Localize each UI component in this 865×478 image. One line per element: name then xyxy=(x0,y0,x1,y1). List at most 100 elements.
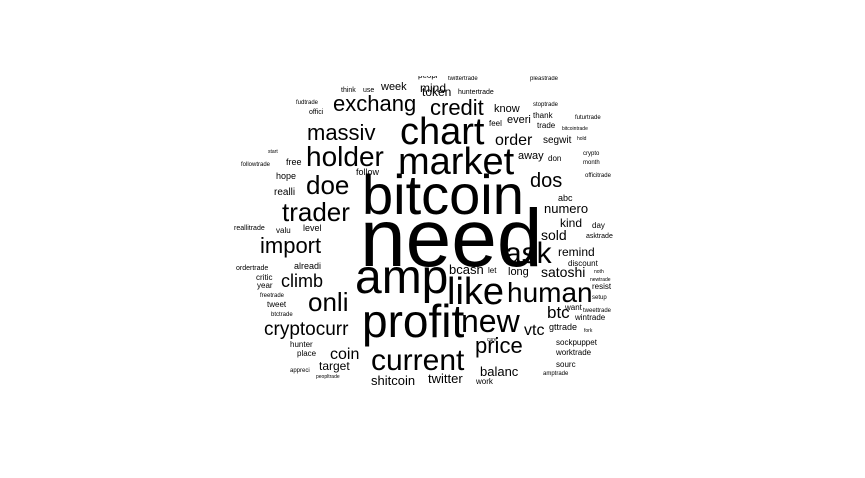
word: market xyxy=(398,141,515,183)
word: order xyxy=(495,132,533,149)
word: let xyxy=(488,266,497,275)
word: alreadi xyxy=(294,261,321,271)
word: amptrade xyxy=(543,371,569,377)
word: pleastrade xyxy=(530,76,559,82)
word: freetrade xyxy=(260,293,285,299)
word: exchang xyxy=(333,91,416,116)
word: amp xyxy=(355,251,448,304)
word: peopl xyxy=(418,71,438,80)
word: doe xyxy=(306,170,349,200)
word: sockpuppet xyxy=(556,338,598,347)
word: twitter xyxy=(428,371,463,386)
word: want xyxy=(564,303,583,312)
word: remind xyxy=(558,245,595,259)
word: stoptrade xyxy=(533,102,559,108)
word: support xyxy=(569,154,583,195)
word: new xyxy=(461,303,521,339)
word: place xyxy=(297,349,317,358)
word: everi xyxy=(507,114,531,126)
word: follow xyxy=(356,167,380,177)
word: chart xyxy=(400,111,485,153)
word: vin xyxy=(356,371,366,383)
word: start xyxy=(268,149,278,155)
word: discount xyxy=(568,259,599,268)
word: vtc xyxy=(524,322,544,339)
word: need xyxy=(360,193,542,284)
word: token xyxy=(422,85,451,99)
word: appreci xyxy=(290,368,310,374)
word: worktrade xyxy=(555,348,592,357)
word: trader xyxy=(282,197,350,227)
word: price xyxy=(475,333,523,358)
word: twittertrade xyxy=(448,76,478,82)
word: know xyxy=(494,103,520,115)
word: coin xyxy=(330,346,359,363)
word: fork xyxy=(584,328,593,334)
word: integr xyxy=(544,345,554,368)
word: ittl xyxy=(523,171,530,178)
word: use xyxy=(363,87,374,94)
word: peopltrade xyxy=(316,374,340,380)
word: bcash xyxy=(449,262,484,277)
word: think xyxy=(341,87,356,94)
word: resist xyxy=(592,282,612,291)
word: util xyxy=(382,120,392,132)
word: year xyxy=(257,281,273,290)
word: month xyxy=(583,160,600,166)
word: sourc xyxy=(556,360,576,369)
word: massiv xyxy=(307,120,375,145)
word: setup xyxy=(592,295,607,301)
word: cryptocurr xyxy=(264,319,349,340)
word: sold xyxy=(541,227,567,243)
word: target xyxy=(319,359,350,373)
word: ordertrade xyxy=(236,265,268,272)
word: hunter xyxy=(290,340,313,349)
word: gttrade xyxy=(549,322,577,332)
word: followtrade xyxy=(241,162,271,168)
word: asktrade xyxy=(586,233,613,240)
word: futurtrade xyxy=(575,115,601,121)
word: day xyxy=(592,221,605,230)
word: futur xyxy=(590,186,596,198)
word: trade xyxy=(537,121,556,130)
word: yeartrade xyxy=(607,191,613,212)
word: tradertrade xyxy=(298,120,304,150)
word: long xyxy=(508,266,529,278)
word: feel xyxy=(489,119,502,128)
word: bitcoin xyxy=(362,163,524,226)
word: balanc xyxy=(480,364,519,379)
word: abc xyxy=(558,193,573,203)
word: kind xyxy=(560,216,582,230)
word: satoshi xyxy=(541,264,585,280)
word: hold xyxy=(577,136,587,142)
word: huntertrade xyxy=(458,89,494,96)
word: valu xyxy=(276,226,291,235)
word: numero xyxy=(544,201,588,216)
word: dos xyxy=(530,170,562,192)
word: bitcointrade xyxy=(562,126,588,132)
word: tweettrade xyxy=(583,308,612,314)
word: holder xyxy=(306,141,384,172)
word: free xyxy=(286,157,302,167)
word: thank xyxy=(533,111,554,120)
word: import xyxy=(260,233,321,258)
word: human xyxy=(507,277,593,308)
word: credit xyxy=(430,95,484,120)
word: ndtrade xyxy=(532,348,544,385)
word: away xyxy=(518,150,544,162)
word: cure xyxy=(487,337,497,343)
word: btc xyxy=(547,303,570,322)
word: segwit xyxy=(543,135,572,146)
word: realli xyxy=(274,187,295,198)
word: mind xyxy=(420,81,446,95)
word: officitrade xyxy=(585,173,612,179)
word: work xyxy=(475,377,494,386)
word: newtrade xyxy=(590,277,611,283)
word: shitcoin xyxy=(371,373,415,388)
word: fudtrade xyxy=(296,100,319,106)
word: tweet xyxy=(267,300,287,309)
word: climb xyxy=(281,271,323,291)
word: wintrade xyxy=(574,313,606,322)
word: week xyxy=(380,81,407,93)
